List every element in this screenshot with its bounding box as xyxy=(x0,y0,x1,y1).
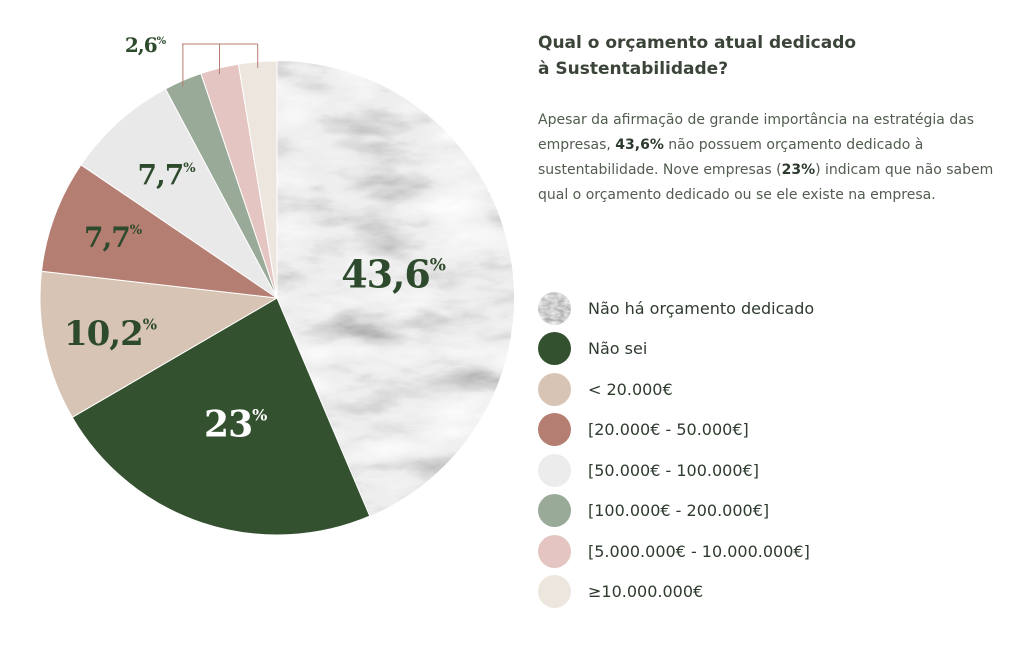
legend-item: [20.000€ - 50.000€] xyxy=(538,410,814,451)
pie-slice-20-000 xyxy=(39,270,279,419)
legend-swatch xyxy=(538,332,571,366)
legend-label: [5.000.000€ - 10.000.000€] xyxy=(588,541,810,561)
legend-label: [100.000€ - 200.000€] xyxy=(588,501,770,521)
legend-swatch xyxy=(538,453,571,487)
pie-slice-20-000-50-000 xyxy=(40,164,278,299)
pie-slice-50-000-100-000 xyxy=(80,88,278,299)
legend-item: Não sei xyxy=(538,329,814,370)
description-text-1: Apesar da afirmação de grande importânci… xyxy=(538,112,975,153)
legend-item: [5.000.000€ - 10.000.000€] xyxy=(538,531,814,572)
legend-item: ≥10.000.000€ xyxy=(538,572,814,613)
legend-swatch xyxy=(538,534,571,568)
legend-swatch xyxy=(538,494,571,528)
legend-label: [20.000€ - 50.000€] xyxy=(588,420,749,440)
chart-title: Qual o orçamento atual dedicado à Susten… xyxy=(538,30,878,82)
legend-label: Não há orçamento dedicado xyxy=(588,298,815,318)
legend-label: Não sei xyxy=(588,339,648,359)
legend-label: < 20.000€ xyxy=(588,379,673,399)
description-text-3: ) indicam que não sabem qual o orçamento… xyxy=(538,162,994,203)
pie-label-n-o-h-or-amento-dedicado: 43,6% xyxy=(341,252,446,297)
title-line-2: à Sustentabilidade? xyxy=(538,59,729,79)
legend-label: [50.000€ - 100.000€] xyxy=(588,460,759,480)
marble-swatch-icon xyxy=(538,291,571,325)
legend-item: < 20.000€ xyxy=(538,369,814,410)
description-text-2: não possuem orçamento dedicado à sustent… xyxy=(538,137,924,178)
pie-slices xyxy=(39,60,514,536)
pie-slice-n-o-sei xyxy=(71,297,371,536)
legend-swatch xyxy=(538,372,571,406)
legend-item: [100.000€ - 200.000€] xyxy=(538,491,814,532)
description: Apesar da afirmação de grande importânci… xyxy=(538,108,1016,208)
legend-item: Não há orçamento dedicado xyxy=(538,288,814,329)
legend: Não há orçamento dedicado Não sei < 20.000… xyxy=(538,288,814,612)
legend-swatch xyxy=(538,413,571,447)
callout-label: 2,6% xyxy=(125,33,167,57)
legend-swatch xyxy=(538,575,571,609)
description-highlight-2: 23% xyxy=(781,162,816,178)
pie-labels: 43,6%23%10,2%7,7%7,7% xyxy=(64,158,447,445)
title-line-1: Qual o orçamento atual dedicado xyxy=(538,33,857,53)
pie-label-20-000-50-000: 7,7% xyxy=(84,221,143,254)
legend-swatch xyxy=(538,291,571,325)
info-panel: Qual o orçamento atual dedicado à Susten… xyxy=(538,30,1018,222)
legend-label: ≥10.000.000€ xyxy=(588,582,704,602)
legend-item: [50.000€ - 100.000€] xyxy=(538,450,814,491)
description-highlight-1: 43,6% xyxy=(615,137,664,153)
pie-label-20-000: 10,2% xyxy=(64,314,157,354)
